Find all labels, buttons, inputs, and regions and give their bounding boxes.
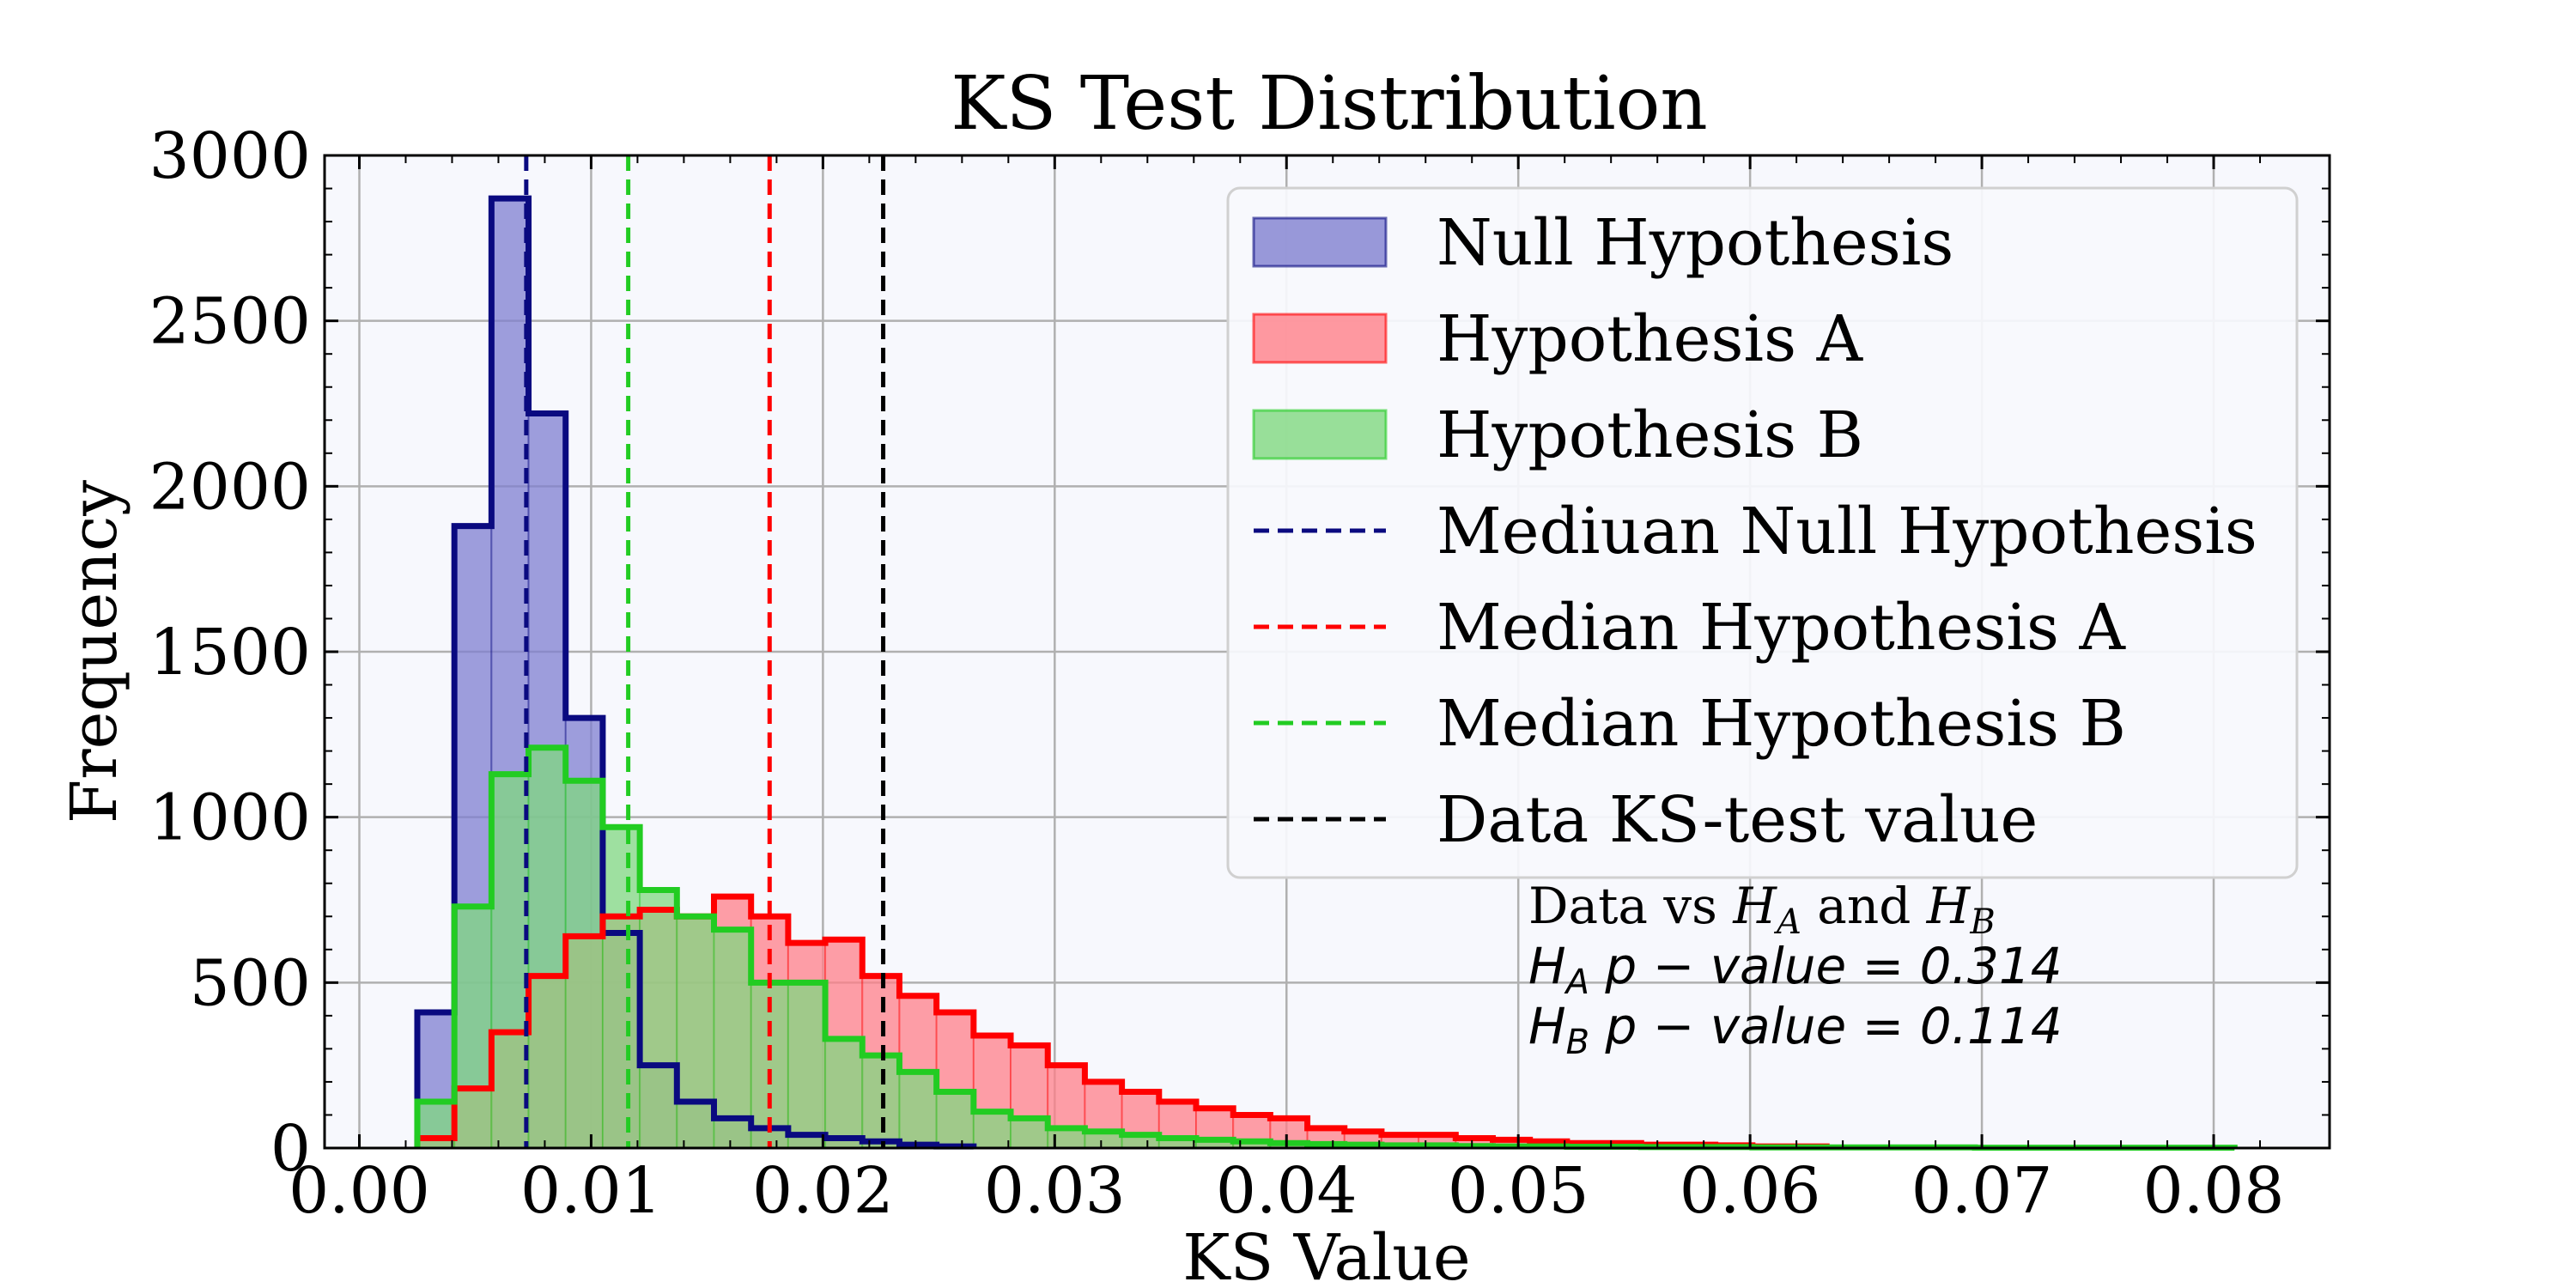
x-tick-label: 0.03 bbox=[984, 1154, 1126, 1228]
y-tick-label: 500 bbox=[190, 946, 311, 1020]
legend-label: Hypothesis A bbox=[1437, 302, 1864, 376]
y-tick-label: 2500 bbox=[149, 285, 311, 359]
y-tick-label: 2000 bbox=[149, 450, 311, 524]
x-tick-labels: 0.00 0.01 0.02 0.03 0.04 0.05 0.06 0.07 0.08 bbox=[289, 1154, 2284, 1228]
legend-swatch bbox=[1252, 313, 1388, 364]
bar-b bbox=[639, 889, 678, 1149]
legend-box bbox=[1226, 186, 2299, 879]
x-tick-label: 0.06 bbox=[1680, 1154, 1821, 1228]
legend-label: Data KS-test value bbox=[1437, 783, 2038, 857]
y-tick-labels: 0 500 1000 1500 2000 2500 3000 bbox=[149, 119, 311, 1186]
axis-ticks bbox=[325, 154, 2330, 1150]
legend-label: Median Hypothesis A bbox=[1437, 591, 2126, 665]
y-axis-label: Frequency bbox=[58, 480, 131, 823]
x-tick-label: 0.01 bbox=[520, 1154, 662, 1228]
x-tick-label: 0.04 bbox=[1216, 1154, 1358, 1228]
chart-title: KS Test Distribution bbox=[951, 61, 1708, 147]
x-tick-label: 0.08 bbox=[2143, 1154, 2285, 1228]
y-tick-label: 1500 bbox=[149, 616, 311, 690]
bar-b bbox=[861, 1054, 901, 1150]
bar-b bbox=[490, 773, 530, 1149]
annotation-line-3: HB p − value = 0.114 bbox=[1528, 997, 2063, 1062]
bar-b bbox=[1010, 1117, 1049, 1149]
bar-b bbox=[713, 928, 752, 1150]
bar-b bbox=[453, 905, 493, 1149]
x-tick-label: 0.02 bbox=[752, 1154, 894, 1228]
x-tick-label: 0.05 bbox=[1448, 1154, 1589, 1228]
x-axis-label: KS Value bbox=[1182, 1221, 1470, 1288]
legend: Null Hypothesis Hypothesis A Hypothesis B M… bbox=[1226, 186, 2299, 879]
bar-b bbox=[972, 1110, 1012, 1149]
y-tick-label: 0 bbox=[270, 1112, 311, 1186]
annotation-line-2: HA p − value = 0.314 bbox=[1528, 937, 2063, 1002]
x-tick-label: 0.07 bbox=[1911, 1154, 2053, 1228]
legend-swatch bbox=[1252, 216, 1388, 268]
legend-swatch bbox=[1252, 409, 1388, 460]
y-tick-label: 1000 bbox=[149, 781, 311, 855]
bar-b bbox=[676, 915, 715, 1150]
median-lines bbox=[524, 155, 886, 1148]
bar-b bbox=[824, 1037, 864, 1149]
legend-label: Mediuan Null Hypothesis bbox=[1437, 495, 2257, 568]
bar-b bbox=[935, 1091, 975, 1149]
bar-b bbox=[527, 746, 567, 1149]
outline-null bbox=[414, 195, 977, 1150]
bar-b bbox=[787, 981, 827, 1150]
bar-b bbox=[898, 1071, 938, 1149]
legend-label: Hypothesis B bbox=[1437, 398, 1863, 472]
annotation-line-1: Data vs HA and HB bbox=[1528, 877, 1996, 942]
bar-b bbox=[564, 780, 604, 1150]
p-value-annotation: Data vs HA and HB HA p − value = 0.314 H… bbox=[1528, 877, 2063, 1062]
bar-b bbox=[601, 826, 641, 1150]
legend-label: Median Hypothesis B bbox=[1437, 687, 2126, 761]
y-tick-label: 3000 bbox=[149, 119, 311, 193]
legend-label: Null Hypothesis bbox=[1437, 206, 1953, 280]
x-tick-label: 0.00 bbox=[289, 1154, 430, 1228]
outline-a bbox=[414, 893, 1830, 1150]
